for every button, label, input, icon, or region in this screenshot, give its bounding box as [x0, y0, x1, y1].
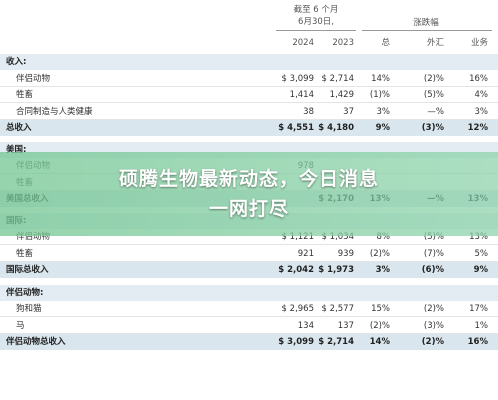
table-row: 牲畜 921 939 (2)% (7)% 5%	[0, 246, 498, 262]
table-row: 伴侣动物 $ 1,121 $ 1,034 8% (5)% 13%	[0, 229, 498, 245]
table-row: 狗和猫 $ 2,965 $ 2,577 15% (2)% 17%	[0, 301, 498, 317]
section-row: 收入:	[0, 54, 498, 70]
cell-2024: 38	[303, 106, 314, 117]
cell-business-change: 1%	[474, 320, 489, 331]
cell-fx-change: (3)%	[421, 123, 444, 133]
cell-2024: 1,414	[289, 90, 314, 100]
cell-business-change: 12%	[467, 123, 488, 133]
row-label: 收入:	[6, 57, 27, 67]
cell-2024: $ 3,099	[281, 73, 314, 84]
table-row: 伴侣动物 $ 3,099 $ 2,714 14% (2)% 16%	[0, 71, 498, 87]
row-label: 伴侣动物	[16, 232, 51, 242]
cell-total-change: 3%	[375, 265, 390, 275]
cell-business-change: 9%	[473, 265, 488, 275]
row-label: 伴侣动物	[16, 73, 51, 84]
cell-2024: $ 1,121	[281, 232, 314, 242]
cell-2024: $ 2,042	[278, 265, 314, 275]
row-label: 伴侣动物总收入	[6, 337, 66, 347]
cell-fx-change: (2)%	[421, 337, 444, 347]
col-2023: 2023	[332, 38, 354, 48]
headline-banner: 硕腾生物最新动态，今日消息 一网打尽	[0, 152, 498, 236]
row-label: 马	[16, 320, 25, 331]
cell-total-change: 15%	[371, 304, 390, 314]
cell-fx-change: (5)%	[423, 90, 444, 100]
row-label: 总收入	[6, 123, 32, 133]
cell-business-change: 16%	[467, 337, 488, 347]
col-2024: 2024	[292, 38, 314, 48]
cell-2023: 939	[337, 248, 354, 259]
cell-total-change: 9%	[375, 123, 390, 133]
row-label: 狗和猫	[16, 304, 42, 314]
cell-total-change: (2)%	[369, 320, 390, 331]
col-fx: 外汇	[426, 38, 444, 48]
total-row: 国际总收入 $ 2,042 $ 1,973 3% (6)% 9%	[0, 262, 498, 278]
cell-2024: 921	[297, 248, 314, 259]
row-label: 合同制造与人类健康	[16, 106, 93, 117]
cell-fx-change: (5)%	[423, 232, 444, 242]
col-business: 业务	[470, 38, 488, 48]
total-row: 总收入 $ 4,551 $ 4,180 9% (3)% 12%	[0, 120, 498, 136]
header-rule	[276, 30, 356, 31]
cell-2024: $ 3,099	[278, 337, 314, 347]
cell-2024: $ 2,965	[281, 304, 314, 314]
cell-total-change: 8%	[376, 232, 391, 242]
cell-total-change: 14%	[369, 337, 390, 347]
cell-business-change: 3%	[474, 106, 489, 117]
cell-business-change: 16%	[469, 73, 488, 84]
cell-2023: $ 2,714	[318, 337, 354, 347]
row-label: 伴侣动物:	[6, 287, 44, 298]
cell-fx-change: (3)%	[423, 320, 444, 331]
section-row: 伴侣动物:	[0, 284, 498, 301]
cell-fx-change: (6)%	[421, 265, 444, 275]
row-label: 牲畜	[16, 248, 34, 259]
table-row: 马 134 137 (2)% (3)% 1%	[0, 318, 498, 334]
table-row: 合同制造与人类健康 38 37 3% —% 3%	[0, 104, 498, 120]
period-header-line1: 截至 6 个月	[293, 5, 339, 15]
cell-total-change: (1)%	[369, 90, 390, 100]
cell-2023: 1,429	[329, 90, 354, 100]
cell-2023: 37	[343, 106, 354, 117]
row-label: 美国:	[6, 144, 27, 155]
column-headers: 2024 2023 总 外汇 业务	[0, 36, 498, 50]
cell-2024: $ 4,551	[278, 123, 314, 133]
row-label: 国际总收入	[6, 265, 49, 275]
total-row: 伴侣动物总收入 $ 3,099 $ 2,714 14% (2)% 16%	[0, 334, 498, 350]
cell-fx-change: (7)%	[423, 248, 444, 259]
cell-fx-change: —%	[427, 106, 444, 117]
period-header-line2: 6月30日,	[298, 17, 334, 27]
table-row: 牲畜 1,414 1,429 (1)% (5)% 4%	[0, 87, 498, 103]
cell-2023: $ 1,973	[318, 265, 354, 275]
cell-total-change: 14%	[371, 73, 390, 84]
cell-2023: $ 2,714	[321, 73, 354, 84]
cell-business-change: 5%	[474, 248, 489, 259]
cell-business-change: 17%	[469, 304, 488, 314]
header-rule	[362, 30, 492, 31]
cell-total-change: (2)%	[369, 248, 390, 259]
cell-business-change: 13%	[469, 232, 488, 242]
cell-fx-change: (2)%	[423, 73, 444, 84]
headline-line1: 硕腾生物最新动态，今日消息	[118, 168, 379, 190]
cell-business-change: 4%	[474, 90, 489, 100]
cell-2024: 134	[297, 320, 314, 331]
row-label: 牲畜	[16, 90, 34, 100]
cell-2023: $ 4,180	[318, 123, 354, 133]
cell-total-change: 3%	[376, 106, 391, 117]
col-total: 总	[381, 38, 390, 48]
cell-fx-change: (2)%	[423, 304, 444, 314]
cell-2023: $ 2,577	[321, 304, 354, 314]
cell-2023: 137	[337, 320, 354, 331]
cell-2023: $ 1,034	[321, 232, 354, 242]
change-group-header: 涨跌幅	[413, 18, 439, 28]
headline-line2: 一网打尽	[208, 198, 289, 220]
